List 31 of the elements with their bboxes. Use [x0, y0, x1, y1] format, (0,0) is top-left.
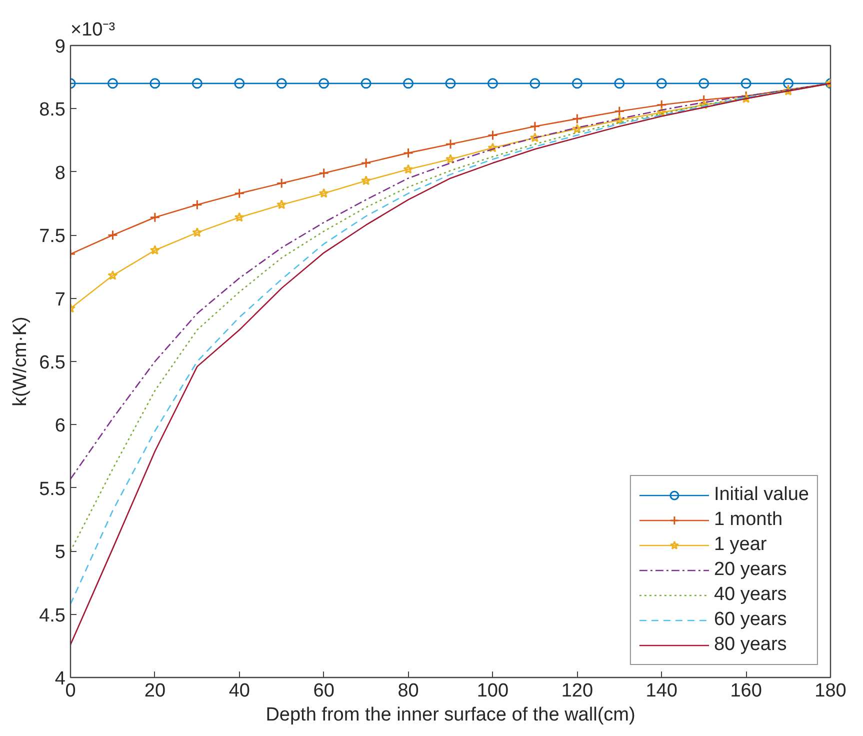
legend-label: 80 years — [714, 634, 787, 656]
x-axis-title: Depth from the inner surface of the wall(cm) — [266, 704, 636, 726]
y-tick-label: 5.5 — [39, 478, 66, 500]
x-tick-label: 80 — [398, 680, 419, 702]
y-tick-label: 9 — [54, 36, 66, 58]
legend-label: Initial value — [714, 484, 809, 506]
legend-label: 40 years — [714, 584, 787, 606]
x-tick-label: 160 — [730, 680, 762, 702]
legend-label: 1 month — [714, 509, 783, 531]
x-tick-label: 20 — [144, 680, 166, 702]
x-tick-label: 40 — [228, 680, 250, 702]
x-tick-label: 180 — [814, 680, 846, 702]
y-tick-label: 8.5 — [39, 100, 66, 121]
x-tick-label: 140 — [646, 680, 678, 702]
text: ×10⁻³ — [70, 20, 116, 40]
y-tick-label: 6.5 — [39, 352, 66, 374]
y-axis-title: k(W/cm·K) — [10, 316, 32, 406]
y-tick-label: 4.5 — [39, 605, 66, 626]
y-tick-label: 4 — [54, 668, 66, 690]
x-tick-label: 60 — [313, 680, 334, 702]
x-tick-label: 120 — [561, 680, 594, 702]
legend-label: 60 years — [714, 609, 787, 631]
y-tick-label: 7.5 — [39, 226, 66, 248]
x-tick-label: 0 — [65, 680, 76, 702]
y-tick-label: 5 — [54, 542, 66, 564]
y-tick-label: 6 — [54, 416, 66, 437]
legend-label: 20 years — [714, 559, 787, 581]
y-tick-label: 8 — [54, 162, 66, 184]
legend-label: 1 year — [714, 534, 767, 556]
x-tick-label: 100 — [476, 680, 509, 702]
y-tick-label: 7 — [54, 289, 66, 310]
